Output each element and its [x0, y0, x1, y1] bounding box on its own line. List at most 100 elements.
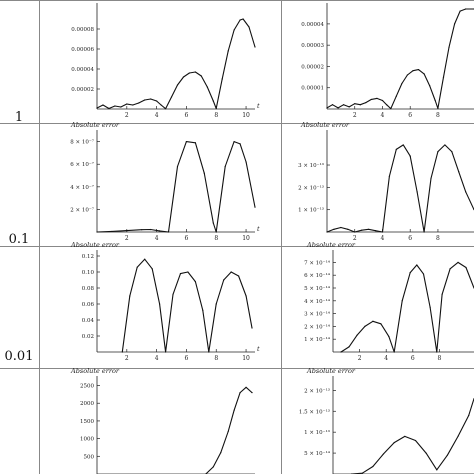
row3-right-data-point — [416, 264, 418, 266]
row2-left-data-point — [141, 229, 143, 231]
row1-right-data-point — [337, 107, 339, 109]
row3-left-data-point — [164, 351, 167, 353]
row3-left-ytick-label: 0.10 — [82, 270, 95, 276]
row1-right-data-point — [381, 99, 384, 102]
row1-left-data-point — [242, 18, 244, 20]
row2-right-ytick-label: 1 × 10⁻¹³ — [298, 207, 324, 214]
row1-right-data-point — [423, 73, 425, 75]
row3-left-xtick-label: 4 — [155, 355, 159, 362]
row3-left-ytick-label: 0.08 — [82, 286, 95, 292]
row1-left-data-point — [126, 103, 128, 105]
row3-left-data-point — [202, 309, 204, 311]
row1-right-ytick-label: 0.00004 — [301, 22, 324, 28]
row2-right-xtick-label: 6 — [408, 235, 412, 242]
row2-right-data-point — [361, 229, 363, 231]
row1-right-data-point — [459, 10, 461, 12]
row3-left-data-point — [230, 271, 232, 273]
row-label-2: 0.1 — [8, 232, 30, 247]
row1-left-data-point — [239, 19, 241, 21]
row1-left-data-point — [254, 46, 256, 48]
row4-left-data-point — [239, 392, 241, 394]
row3-right-data-point — [388, 336, 390, 338]
row2-left-data-point — [159, 230, 161, 232]
row-label-3: 0.01 — [4, 349, 34, 364]
row3-right-data-point — [356, 334, 358, 336]
row2-right-xtick-label: 8 — [436, 235, 440, 242]
row3-left-data-point — [179, 273, 182, 275]
row4-right-data-point — [457, 435, 459, 437]
row2-right-data-point — [347, 228, 349, 230]
row1-left-data-point — [96, 107, 98, 109]
row4-left-data-point — [245, 386, 247, 388]
row1-right-data-point — [376, 97, 378, 99]
row2-right-data-point — [451, 151, 453, 153]
row2-right-data-point — [437, 151, 439, 153]
row1-right-ylabel: Absolute error — [300, 0, 350, 2]
row3-right-data-point — [441, 293, 443, 295]
row2-left-xtick-label: 10 — [242, 235, 250, 242]
row1-right-xtick-label: 4 — [381, 112, 385, 119]
row3-left-data-point — [151, 268, 153, 270]
row2-right-data-point — [416, 191, 418, 193]
row4-left-ytick-label: 2500 — [80, 384, 94, 390]
row1-left-ytick-label: 0.00008 — [71, 27, 94, 33]
row2-left-ytick-label: 4 × 10⁻⁷ — [70, 184, 95, 191]
row2-right-data-point — [409, 155, 411, 157]
row4-right-data-point — [446, 454, 448, 456]
row1-left-data-point — [120, 106, 122, 108]
row2-left-series-line — [96, 141, 256, 233]
row1-left-data-point — [102, 104, 104, 106]
row3-right-ytick-label: 3 × 10⁻¹⁴ — [304, 311, 331, 318]
row3-left-data-point — [238, 275, 240, 277]
row1-right-data-point — [417, 69, 420, 71]
row2-left-data-point — [176, 165, 179, 168]
row1-right-data-point — [453, 23, 456, 25]
row2-left-xtick-label: 8 — [214, 235, 218, 242]
row1-left-data-point — [182, 76, 185, 78]
row1-right-data-point — [437, 107, 439, 109]
row3-right-ylabel: Absolute error — [306, 241, 356, 249]
row1-right-ytick-label: 0.00002 — [301, 64, 324, 70]
row2-right-ytick-label: 2 × 10⁻¹³ — [298, 184, 324, 191]
row1-right-data-point — [354, 103, 356, 105]
row1-left-data-point — [215, 107, 217, 110]
row3-right-data-point — [409, 272, 411, 274]
row1-right-series-line — [326, 8, 474, 110]
row3-right-data-point — [372, 320, 374, 322]
row4-left-data-point — [233, 409, 235, 411]
row4-right-data-point — [382, 453, 385, 455]
row1-left-data-point — [212, 100, 214, 102]
row1-right-data-point — [448, 46, 450, 48]
row3-right-ytick-label: 4 × 10⁻¹⁴ — [304, 298, 331, 305]
row3-right-ytick-label: 1 × 10⁻¹⁴ — [304, 336, 331, 343]
row1-left-data-point — [188, 72, 191, 74]
row3-right-xtick-label: 2 — [358, 355, 362, 362]
row3-right-xtick-label: 6 — [411, 355, 415, 362]
row1-right-data-point — [429, 84, 431, 87]
row2-right-data-point — [388, 175, 391, 177]
row1-left-data-point — [206, 86, 208, 88]
row4-left-data-point — [227, 430, 229, 433]
row3-left-ytick-label: 0.02 — [82, 334, 94, 340]
row2-left-data-point — [233, 141, 235, 143]
row1-right-data-point — [359, 104, 361, 106]
row1-right-xtick-label: 8 — [436, 112, 440, 119]
row3-right-data-point — [449, 268, 451, 270]
row2-left-data-point — [212, 222, 214, 224]
row1-left-data-point — [221, 78, 223, 80]
row4-right-data-point — [393, 442, 395, 444]
row1-right-data-point — [348, 106, 350, 108]
row3-right-data-point — [393, 351, 395, 353]
row1-right-ytick-label: 0.00003 — [301, 43, 324, 49]
row1-right-data-point — [465, 8, 467, 10]
row1-left-data-point — [132, 104, 134, 106]
row2-right-data-point — [374, 230, 377, 232]
row4-right-data-point — [372, 465, 374, 468]
row3-left-xtick-label: 8 — [214, 355, 218, 362]
row1-right-data-point — [370, 98, 372, 101]
row4-right-ylabel: Absolute error — [306, 367, 356, 375]
row3-left-xtick-label: 10 — [242, 355, 250, 362]
row3-left-data-point — [172, 293, 174, 295]
row4-right-data-point — [425, 452, 427, 454]
row3-left-data-point — [159, 303, 161, 305]
